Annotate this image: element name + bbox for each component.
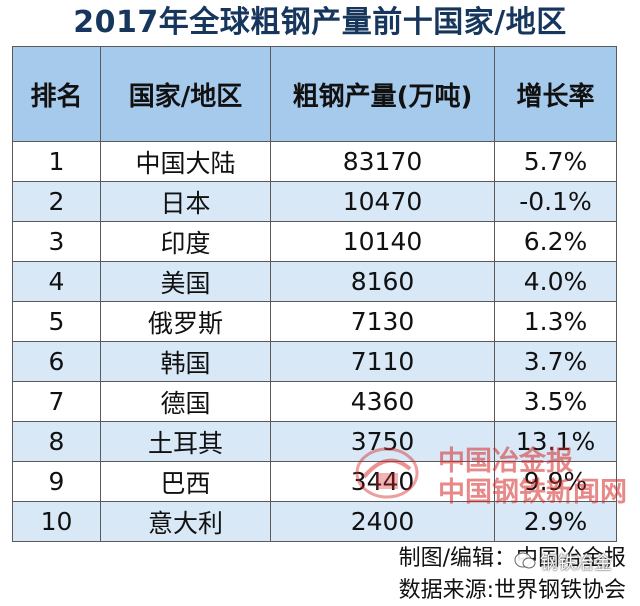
rank-cell: 1: [12, 141, 101, 182]
country-cell: 土耳其: [100, 421, 271, 462]
country-cell: 日本: [100, 181, 271, 222]
growth-cell: 5.7%: [494, 141, 617, 182]
rank-cell: 3: [12, 221, 101, 262]
growth-cell: -0.1%: [494, 181, 617, 222]
table-row: 6 韩国 7110 3.7%: [12, 341, 617, 382]
table-row: 1 中国大陆 83170 5.7%: [12, 141, 617, 182]
country-cell: 俄罗斯: [100, 301, 271, 342]
country-cell: 意大利: [100, 501, 271, 542]
output-cell: 3440: [270, 461, 495, 502]
growth-cell: 3.7%: [494, 341, 617, 382]
table-row: 2 日本 10470 -0.1%: [12, 181, 617, 222]
editor-credit: 制图/编辑：中国冶金报: [398, 546, 626, 571]
rank-cell: 5: [12, 301, 101, 342]
output-cell: 83170: [270, 141, 495, 182]
header-output: 粗钢产量(万吨): [270, 46, 495, 142]
rank-cell: 2: [12, 181, 101, 222]
output-cell: 7110: [270, 341, 495, 382]
rank-cell: 9: [12, 461, 101, 502]
growth-cell: 13.1%: [494, 421, 617, 462]
output-cell: 10470: [270, 181, 495, 222]
country-cell: 德国: [100, 381, 271, 422]
header-country: 国家/地区: [100, 46, 271, 142]
growth-cell: 4.0%: [494, 261, 617, 302]
corner-badge: 钢铁冶金: [514, 549, 634, 575]
output-cell: 3750: [270, 421, 495, 462]
table-row: 10 意大利 2400 2.9%: [12, 501, 617, 542]
table-row: 7 德国 4360 3.5%: [12, 381, 617, 422]
country-cell: 巴西: [100, 461, 271, 502]
rank-cell: 6: [12, 341, 101, 382]
page-title: 2017年全球粗钢产量前十国家/地区: [73, 5, 567, 40]
growth-cell: 3.5%: [494, 381, 617, 422]
data-source: 数据来源:世界钢铁协会: [398, 578, 626, 603]
table-row: 4 美国 8160 4.0%: [12, 261, 617, 302]
growth-cell: 6.2%: [494, 221, 617, 262]
output-cell: 4360: [270, 381, 495, 422]
header-growth: 增长率: [494, 46, 617, 142]
table-row: 8 土耳其 3750 13.1%: [12, 421, 617, 462]
output-cell: 8160: [270, 261, 495, 302]
country-cell: 印度: [100, 221, 271, 262]
output-cell: 2400: [270, 501, 495, 542]
rank-cell: 10: [12, 501, 101, 542]
country-cell: 韩国: [100, 341, 271, 382]
chat-bubble-icon: [514, 552, 536, 569]
growth-cell: 9.9%: [494, 461, 617, 502]
rank-cell: 4: [12, 261, 101, 302]
table-row: 9 巴西 3440 9.9%: [12, 461, 617, 502]
table-row: 5 俄罗斯 7130 1.3%: [12, 301, 617, 342]
output-cell: 7130: [270, 301, 495, 342]
steel-production-table: 排名 国家/地区 粗钢产量(万吨) 增长率 1 中国大陆 83170 5.7% …: [12, 46, 617, 542]
rank-cell: 8: [12, 421, 101, 462]
table-header-row: 排名 国家/地区 粗钢产量(万吨) 增长率: [12, 46, 617, 142]
output-cell: 10140: [270, 221, 495, 262]
rank-cell: 7: [12, 381, 101, 422]
country-cell: 中国大陆: [100, 141, 271, 182]
growth-cell: 2.9%: [494, 501, 617, 542]
table-row: 3 印度 10140 6.2%: [12, 221, 617, 262]
header-rank: 排名: [12, 46, 101, 142]
corner-badge-text: 钢铁冶金: [540, 553, 612, 574]
growth-cell: 1.3%: [494, 301, 617, 342]
country-cell: 美国: [100, 261, 271, 302]
